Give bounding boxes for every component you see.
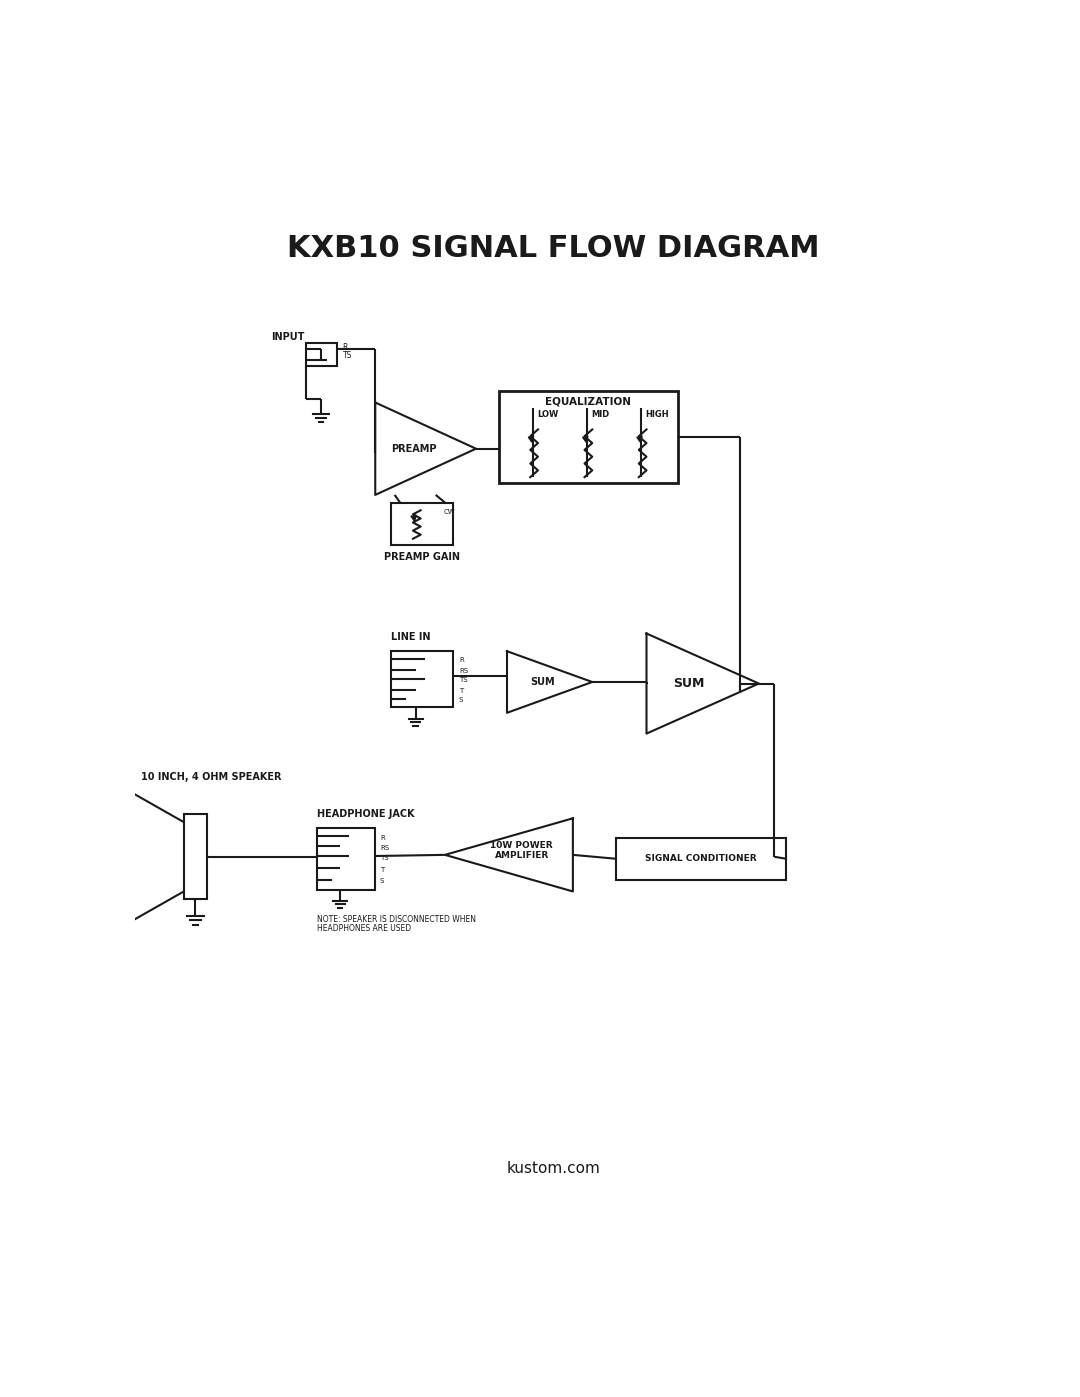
Text: HIGH: HIGH [646, 409, 670, 419]
Text: EQUALIZATION: EQUALIZATION [545, 397, 632, 407]
Text: HEADPHONES ARE USED: HEADPHONES ARE USED [318, 923, 411, 933]
Text: HEADPHONE JACK: HEADPHONE JACK [318, 809, 415, 820]
Text: MID: MID [592, 409, 610, 419]
Bar [391, 651, 453, 707]
Text: TS: TS [380, 855, 389, 861]
Bar [184, 814, 207, 900]
Text: S: S [380, 879, 384, 884]
Bar [499, 391, 677, 483]
Bar [616, 838, 786, 880]
Text: TS: TS [342, 351, 352, 360]
Text: SUM: SUM [530, 678, 555, 687]
Text: RS: RS [380, 845, 389, 851]
Text: NOTE: SPEAKER IS DISCONNECTED WHEN: NOTE: SPEAKER IS DISCONNECTED WHEN [318, 915, 476, 923]
Text: TS: TS [459, 678, 468, 683]
Bar [318, 828, 375, 890]
Text: LINE IN: LINE IN [391, 633, 430, 643]
Text: R: R [459, 658, 463, 664]
Text: SIGNAL CONDITIONER: SIGNAL CONDITIONER [645, 854, 757, 863]
Text: S: S [459, 697, 463, 704]
Text: kustom.com: kustom.com [507, 1161, 600, 1176]
Text: T: T [380, 868, 384, 873]
Text: R: R [380, 834, 384, 841]
Text: LOW: LOW [537, 409, 558, 419]
Text: 10W POWER
AMPLIFIER: 10W POWER AMPLIFIER [490, 841, 553, 861]
Text: PREAMP: PREAMP [391, 444, 436, 454]
Text: T: T [459, 689, 463, 694]
Text: 10 INCH, 4 OHM SPEAKER: 10 INCH, 4 OHM SPEAKER [141, 773, 282, 782]
Text: KXB10 SIGNAL FLOW DIAGRAM: KXB10 SIGNAL FLOW DIAGRAM [287, 233, 820, 263]
Text: R: R [342, 344, 348, 352]
Text: SUM: SUM [674, 678, 705, 690]
Text: PREAMP GAIN: PREAMP GAIN [383, 552, 460, 562]
Bar [306, 344, 337, 366]
Text: INPUT: INPUT [271, 332, 303, 342]
Text: CW: CW [444, 509, 455, 515]
Text: RS: RS [459, 668, 468, 675]
Bar [391, 503, 453, 545]
